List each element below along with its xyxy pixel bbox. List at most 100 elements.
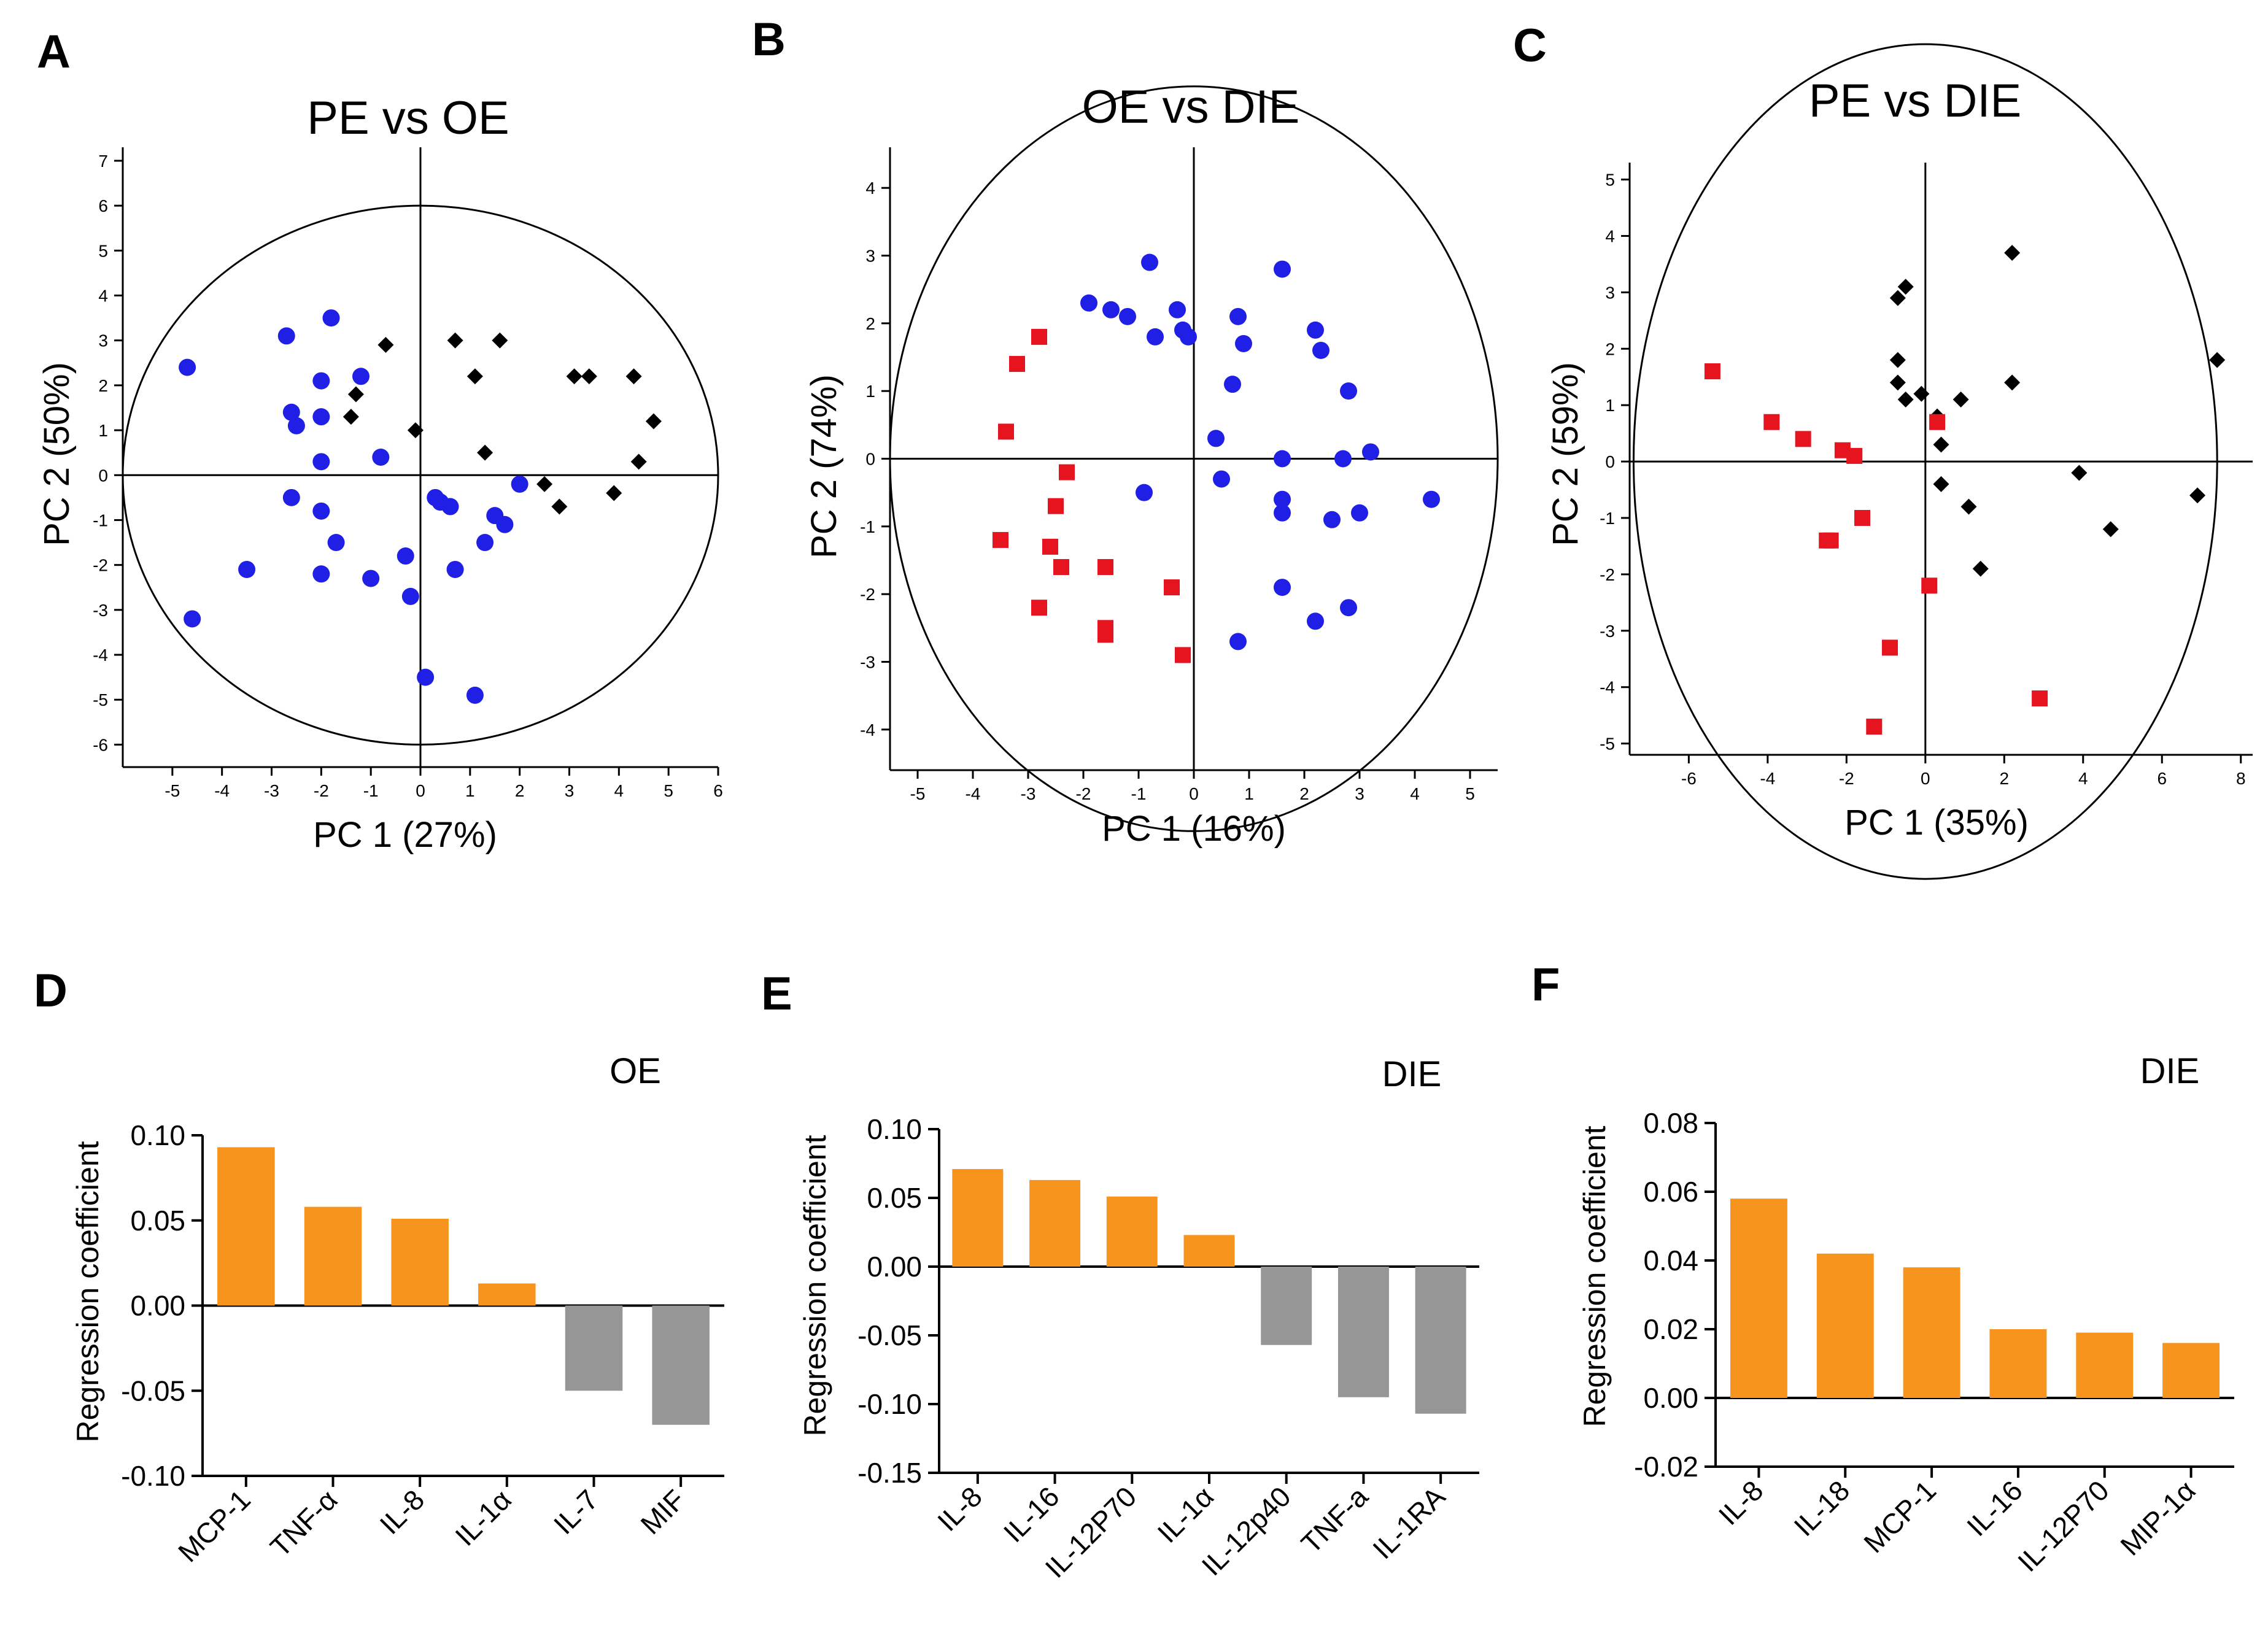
- y-tick-label: -2: [93, 556, 108, 575]
- x-tick-label: 4: [614, 781, 624, 800]
- data-point-circle: [1080, 294, 1097, 312]
- y-tick-label: 3: [98, 331, 108, 350]
- y-tick-label: 0.10: [867, 1113, 922, 1145]
- y-tick-label: -2: [1600, 565, 1615, 584]
- data-point-circle: [441, 498, 459, 515]
- bar: [2076, 1332, 2134, 1398]
- data-point-diamond: [2071, 465, 2088, 481]
- group-label: OE: [610, 1051, 661, 1091]
- bar: [478, 1283, 536, 1306]
- data-point-diamond: [347, 386, 364, 403]
- data-point-diamond: [1913, 385, 1930, 402]
- data-point-circle: [1423, 490, 1440, 508]
- data-point-diamond: [566, 368, 582, 385]
- x-tick-label: 6: [713, 781, 723, 800]
- chart-title: PE vs DIE: [1809, 75, 2021, 127]
- y-tick-label: -5: [93, 690, 108, 709]
- data-point-diamond: [1972, 560, 1989, 577]
- x-tick-label: 4: [2078, 769, 2088, 788]
- data-point-circle: [1307, 612, 1324, 630]
- data-point-diamond: [407, 422, 424, 439]
- bar: [1903, 1267, 1960, 1398]
- data-point-diamond: [343, 409, 359, 425]
- data-point-diamond: [1897, 392, 1914, 407]
- y-axis-label: PC 2 (59%): [1546, 362, 1585, 546]
- category-label: IL-12P70: [2011, 1474, 2115, 1578]
- data-point-square: [2032, 690, 2048, 707]
- chart-title: OE vs DIE: [1082, 81, 1300, 133]
- data-point-circle: [1312, 341, 1329, 359]
- data-point-circle: [1274, 260, 1291, 278]
- x-tick-label: -5: [910, 784, 926, 803]
- data-point-diamond: [466, 368, 483, 385]
- plot-area: -0.10 -0.05 0.00 0.05 0.10 MCP-1 TNF-α IL-8 IL-1…: [121, 1119, 724, 1568]
- panel-letter-e: E: [761, 968, 792, 1020]
- category-label: IL-8: [373, 1483, 430, 1540]
- bar: [1816, 1253, 1874, 1398]
- plot-area: -0.02 0.00 0.02 0.04 0.06 0.08 IL-8 IL-18 MCP-1 I…: [1634, 1107, 2234, 1578]
- data-point-diamond: [377, 337, 394, 353]
- x-tick-label: -3: [1021, 784, 1036, 803]
- data-point-square: [1866, 719, 1883, 735]
- data-point-diamond: [1933, 436, 1949, 453]
- bar-panel-f: DIE Regression coefficient -0.02 0.00 0.02…: [1577, 1051, 2234, 1578]
- x-axis-label: PC 1 (16%): [1102, 809, 1286, 849]
- x-tick-label: -3: [264, 781, 279, 800]
- x-tick-label: -1: [1131, 784, 1147, 803]
- data-point-diamond: [2102, 521, 2119, 538]
- data-point-circle: [1141, 253, 1158, 271]
- bar: [1029, 1179, 1081, 1267]
- category-label: MCP-1: [172, 1483, 257, 1568]
- y-tick-label: -3: [1600, 622, 1615, 641]
- data-point-circle: [446, 560, 464, 578]
- y-tick-label: 1: [98, 421, 108, 440]
- data-point-square: [1175, 647, 1191, 663]
- category-label: MIF: [634, 1483, 691, 1540]
- data-point-square: [1854, 510, 1871, 526]
- data-point-circle: [476, 534, 494, 552]
- data-point-circle: [397, 547, 414, 565]
- data-point-circle: [417, 668, 435, 686]
- data-point-square: [1763, 414, 1780, 430]
- y-tick-label: 1: [865, 382, 875, 401]
- data-point-square: [1031, 328, 1047, 345]
- panel-letter-a: A: [37, 26, 71, 78]
- y-axis-label: Regression coefficient: [798, 1135, 832, 1436]
- data-point-circle: [312, 453, 330, 471]
- y-tick-label: 1: [1605, 396, 1615, 415]
- data-point-diamond: [477, 444, 493, 461]
- bar: [952, 1168, 1004, 1267]
- bar-panel-e: DIE Regression coefficient -0.15-0.10-0.…: [798, 1054, 1479, 1584]
- category-label: IL-16: [997, 1480, 1066, 1548]
- x-tick-label: 2: [515, 781, 525, 800]
- data-point-diamond: [581, 368, 597, 385]
- data-point-circle: [1102, 301, 1120, 318]
- category-label: IL-7: [548, 1483, 605, 1540]
- data-point-circle: [179, 358, 196, 376]
- scatter-panel-b: OE vs DIE PC 1 (16%) PC 2 (74%) -5 -4 -3 -2…: [804, 81, 1499, 849]
- confidence-circle: [1632, 43, 2218, 880]
- plot-area: -6 -4 -2 0 2 4 6 8 -5 -4 -3 -2 -1 0 1 2 3 4 5: [1600, 43, 2253, 880]
- x-tick-label: -1: [363, 781, 379, 800]
- data-point-circle: [282, 488, 300, 506]
- data-point-square: [1053, 559, 1069, 576]
- x-tick-label: 1: [1244, 784, 1254, 803]
- x-axis-label: PC 1 (35%): [1844, 803, 2029, 843]
- data-point-square: [1704, 363, 1720, 380]
- y-tick-label: -0.05: [121, 1375, 185, 1407]
- category-label: IL-1RA: [1366, 1480, 1451, 1565]
- y-tick-label: 0.04: [1643, 1245, 1698, 1276]
- data-point-circle: [282, 403, 300, 421]
- bar: [2162, 1343, 2220, 1398]
- x-tick-label: 5: [664, 781, 673, 800]
- y-tick-label: 0.00: [130, 1290, 185, 1322]
- x-tick-label: 8: [2236, 769, 2246, 788]
- x-tick-label: -2: [1839, 769, 1854, 788]
- y-tick-label: 0.05: [130, 1205, 185, 1237]
- x-tick-label: -2: [314, 781, 329, 800]
- data-point-circle: [1119, 307, 1136, 325]
- y-tick-label: -0.05: [857, 1319, 922, 1351]
- y-tick-label: 3: [1605, 283, 1615, 302]
- y-tick-label: -1: [1600, 509, 1615, 528]
- data-point-circle: [327, 534, 345, 552]
